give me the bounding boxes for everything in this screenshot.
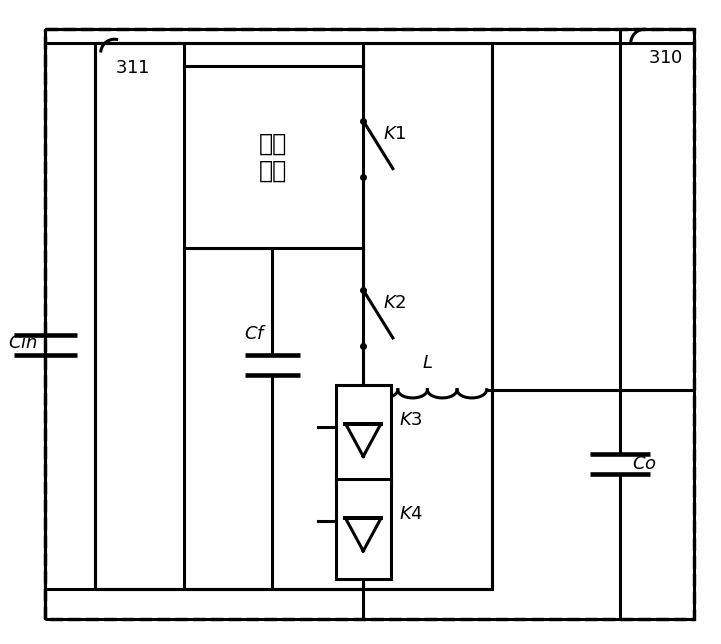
Text: $L$: $L$ [422,354,433,372]
Text: $311$: $311$ [115,59,149,77]
Bar [184,66,363,249]
Text: $310$: $310$ [647,49,683,67]
Bar [94,43,492,589]
Text: $Cin$: $Cin$ [8,334,37,352]
Text: $K2$: $K2$ [383,294,407,312]
Text: 充电
单元: 充电 单元 [260,131,288,183]
Text: $Cf$: $Cf$ [244,325,267,343]
Bar [335,479,391,579]
Bar [335,384,391,484]
Text: $K3$: $K3$ [399,411,423,428]
Text: $Co$: $Co$ [632,455,657,473]
Text: $K1$: $K1$ [383,125,407,143]
Text: $K4$: $K4$ [399,505,423,523]
